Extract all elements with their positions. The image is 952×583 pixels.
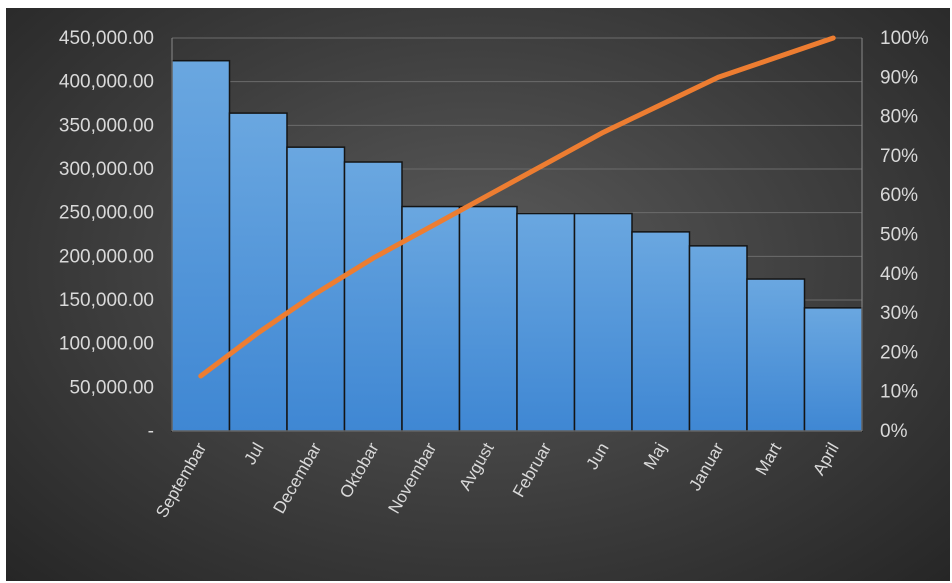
bar xyxy=(286,146,346,432)
y-tick-label: 100,000.00 xyxy=(59,334,154,355)
x-tick-label: Maj xyxy=(640,440,670,473)
bar xyxy=(688,245,748,432)
x-tick-label: Januar xyxy=(685,439,728,494)
x-tick-label: Avgust xyxy=(455,439,497,493)
y2-tick-label: 80% xyxy=(880,107,918,128)
bar xyxy=(228,112,288,432)
axes xyxy=(171,38,863,432)
y2-tick-label: 40% xyxy=(880,264,918,285)
y-tick-label: 150,000.00 xyxy=(59,290,154,311)
x-tick-label: Novembar xyxy=(385,439,441,517)
cumulative-line xyxy=(198,35,836,379)
y2-tick-label: 100% xyxy=(880,28,929,49)
y2-tick-label: 20% xyxy=(880,342,918,363)
x-tick-label: Mart xyxy=(752,439,786,478)
bar xyxy=(516,212,576,432)
y-tick-label: 250,000.00 xyxy=(59,203,154,224)
y-tick-label: 300,000.00 xyxy=(59,159,154,180)
y-tick-label: 350,000.00 xyxy=(59,115,154,136)
y-tick-label: 200,000.00 xyxy=(59,246,154,267)
pareto-chart: - 50,000.00 100,000.00 150,000.00 200,000.00… xyxy=(59,28,929,521)
y-tick-label: 50,000.00 xyxy=(69,377,154,398)
bar xyxy=(746,278,806,432)
y2-tick-label: 70% xyxy=(880,146,918,167)
y2-tick-label: 0% xyxy=(880,421,908,442)
chart-frame: - 50,000.00 100,000.00 150,000.00 200,000.00… xyxy=(6,8,950,581)
bar xyxy=(573,212,633,432)
x-tick-label: Februar xyxy=(509,439,555,500)
cumulative-line-layer xyxy=(198,35,836,379)
y2-tick-label: 50% xyxy=(880,225,918,246)
y2-tick-label: 10% xyxy=(880,382,918,403)
x-tick-label: April xyxy=(809,440,842,479)
bars xyxy=(171,59,863,432)
y2-tick-label: 30% xyxy=(880,303,918,324)
x-tick-label: Septembar xyxy=(152,439,210,521)
bar xyxy=(343,161,403,432)
y2-tick-label: 60% xyxy=(880,185,918,206)
bar xyxy=(458,205,518,432)
bar xyxy=(631,231,691,432)
x-tick-label: Jun xyxy=(583,440,613,473)
x-tick-label: Oktobar xyxy=(336,439,383,501)
x-tick-label: Jul xyxy=(240,440,267,468)
y-tick-label: - xyxy=(148,421,154,442)
y-tick-label: 450,000.00 xyxy=(59,28,154,49)
y-tick-label: 400,000.00 xyxy=(59,72,154,93)
bar xyxy=(803,307,863,432)
y2-tick-label: 90% xyxy=(880,67,918,88)
x-tick-label: Decembar xyxy=(270,439,326,517)
